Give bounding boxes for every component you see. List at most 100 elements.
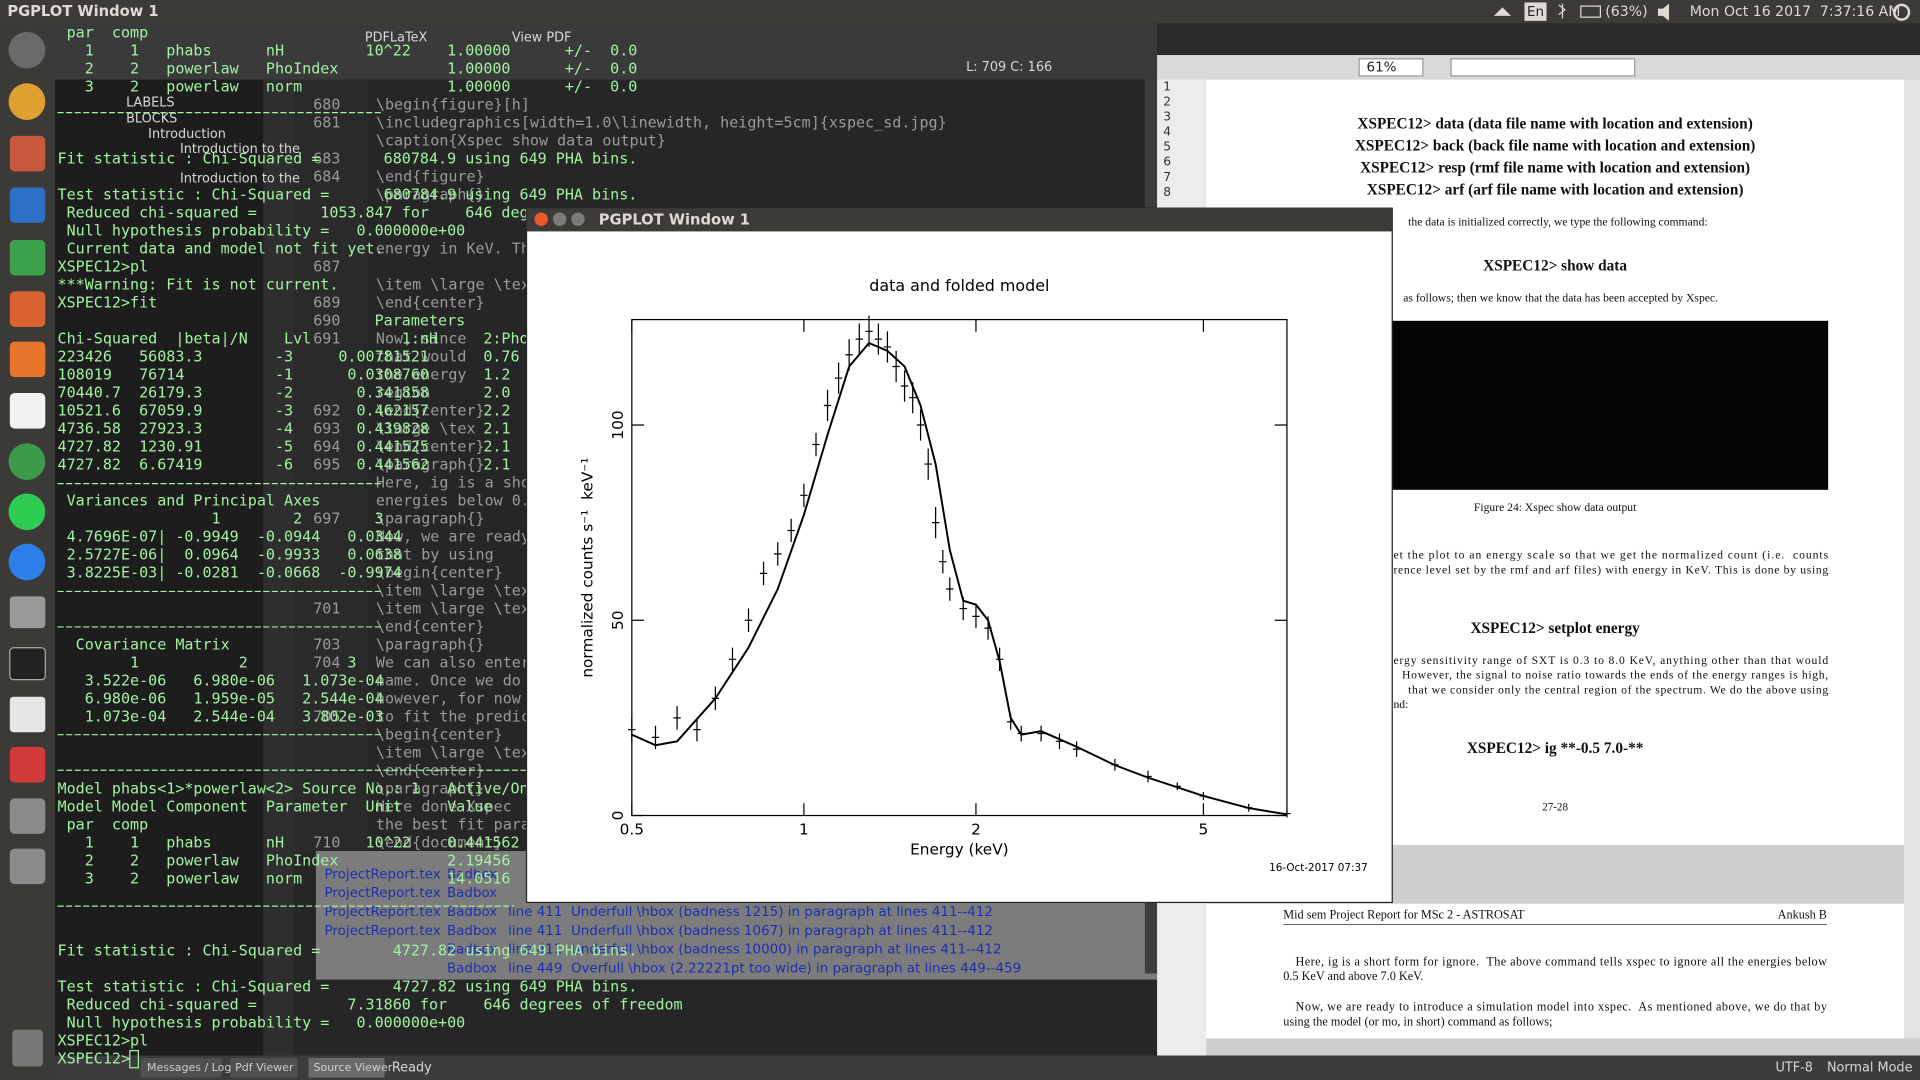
status-tab[interactable]: Messages / Log <box>147 1061 231 1074</box>
unknown-icon[interactable] <box>9 848 46 885</box>
structure-item[interactable]: Introduction <box>148 127 226 142</box>
data-point <box>728 647 737 672</box>
keyboard-box[interactable] <box>1524 2 1547 21</box>
source-line: \begin{figure}[h] <box>376 96 530 114</box>
texmaker-icon[interactable] <box>9 696 46 733</box>
message-type[interactable]: Badbox <box>447 924 497 939</box>
calc-icon[interactable] <box>9 240 46 276</box>
wifi-icon[interactable] <box>1493 7 1512 16</box>
writer-icon[interactable] <box>9 187 46 223</box>
message-file[interactable]: ProjectReport.tex <box>324 905 440 920</box>
top-bar: PGPLOT Window 1 En (63%) Mon Oct 16 2017… <box>0 0 1920 24</box>
source-line: \paragraph{} <box>376 510 485 528</box>
terminal-line: 3 2 powerlaw norm 1.00000 +/- 0.0 <box>58 78 638 96</box>
maximize-button[interactable] <box>571 212 585 226</box>
message-file[interactable]: ProjectReport.tex <box>324 886 440 901</box>
battery-icon[interactable] <box>1580 5 1602 18</box>
message-type[interactable]: Badbox <box>447 886 497 901</box>
window-title: PGPLOT Window 1 <box>599 211 750 228</box>
status-tab[interactable]: Pdf Viewer <box>235 1061 294 1074</box>
message-type[interactable]: Badbox <box>447 962 497 977</box>
line-number: 695 <box>313 456 340 474</box>
pdf-text: XSPEC12> ig **-0.5 7.0-** <box>1467 740 1644 757</box>
source-line: \item \large \tex <box>376 582 530 600</box>
apps-icon[interactable] <box>8 543 46 581</box>
data-point <box>759 561 768 586</box>
message-type[interactable]: Badbox <box>447 867 497 882</box>
atom-icon[interactable] <box>8 443 46 480</box>
battery-level[interactable]: (63%) <box>1605 4 1647 20</box>
structure-item[interactable]: LABELS <box>126 95 174 110</box>
pdf-text: Ankush B <box>1778 908 1827 922</box>
message-text[interactable]: line 411 Underfull \hbox (badness 1215) … <box>508 905 993 920</box>
toolbar-button[interactable]: View PDF <box>512 30 572 45</box>
editor-icon[interactable] <box>9 746 46 783</box>
bluetooth-icon[interactable] <box>1558 3 1566 19</box>
source-line: \paragraph{} <box>376 780 485 798</box>
message-type[interactable]: Badbox <box>447 905 497 920</box>
line-number: 690 <box>313 312 340 330</box>
volume-icon[interactable] <box>1657 3 1669 21</box>
toolbar-button[interactable]: PDFLaTeX <box>365 30 428 45</box>
source-line: the energy <box>376 366 467 384</box>
tab-active[interactable] <box>308 1057 385 1078</box>
tab[interactable] <box>140 1057 222 1078</box>
tab[interactable] <box>230 1057 298 1078</box>
source-line: \begin{center} <box>376 726 503 744</box>
source-line: to fit the predic <box>376 708 530 726</box>
source-line: \end{center} <box>376 402 485 420</box>
message-text[interactable]: line 449 Overfull \hbox (2.22221pt too w… <box>508 962 1021 977</box>
x-axis-label: Energy (keV) <box>910 840 1009 858</box>
zoom-box[interactable] <box>1358 58 1424 77</box>
settings-icon[interactable] <box>1893 3 1911 21</box>
line-number: 683 <box>313 150 340 168</box>
gutter-number: 3 <box>1163 110 1171 124</box>
message-file[interactable]: ProjectReport.tex <box>324 924 440 939</box>
browser-icon[interactable] <box>8 83 46 120</box>
line-number: 687 <box>313 258 340 276</box>
dash-icon[interactable] <box>8 31 46 69</box>
data-point <box>800 483 808 508</box>
message-type[interactable]: Badbox <box>447 943 497 958</box>
structure-item[interactable]: Introduction to the <box>180 142 300 157</box>
data-point <box>1072 741 1081 757</box>
terminal-line: 108019 76714 -1 0.0308760 1.2 <box>58 366 511 384</box>
terminal-line: Test statistic : Chi-Squared = 680784.9 … <box>58 186 638 204</box>
data-point <box>787 518 795 543</box>
clock[interactable]: Mon Oct 16 2017 7:37:16 AM <box>1690 4 1901 20</box>
whatsapp-icon[interactable] <box>8 493 46 531</box>
pdf-scrollbar[interactable] <box>1904 79 1920 1039</box>
amazon-icon[interactable] <box>9 393 46 429</box>
search-box[interactable] <box>1450 58 1636 77</box>
chart: data and folded model Energy (keV) normali… <box>578 276 1368 874</box>
terminal-icon[interactable] <box>9 647 46 681</box>
line-number: 680 <box>313 96 340 114</box>
structure-item[interactable]: Introduction to the <box>180 171 300 186</box>
minimize-button[interactable] <box>552 212 567 226</box>
gutter-number: 8 <box>1163 185 1171 199</box>
status-tab[interactable]: Source Viewer <box>313 1061 392 1074</box>
message-text[interactable]: line 411 Underfull \hbox (badness 1067) … <box>508 924 993 939</box>
terminal-line: Model Model Component Parameter Unit Val… <box>58 798 493 816</box>
software-icon[interactable] <box>9 341 46 378</box>
terminal-rules <box>57 112 527 907</box>
trash-icon[interactable] <box>12 1029 43 1067</box>
files-icon[interactable] <box>9 135 46 172</box>
drive-icon[interactable] <box>9 596 46 629</box>
terminal-layer: par comp 1 1 phabs nH 10^22 1.00000 +/- … <box>57 24 683 1069</box>
keyboard-layout[interactable]: En <box>1527 5 1544 20</box>
chart-title: data and folded model <box>869 276 1049 295</box>
impress-icon[interactable] <box>9 291 46 327</box>
message-text[interactable]: line 411 Underfull \hbox (badness 10000)… <box>508 943 1001 958</box>
terminal-line: 2 2 powerlaw PhoIndex 2.19456 <box>58 852 511 870</box>
source-line: energies below 0.5 <box>376 492 539 510</box>
structure-item[interactable]: BLOCKS <box>126 111 177 126</box>
source-line: the best fit para <box>376 816 530 834</box>
terminal-line: 223426 56083.3 -3 0.00781521 0.76 <box>58 348 520 366</box>
unknown-icon[interactable] <box>9 798 46 834</box>
close-button[interactable] <box>534 212 548 226</box>
terminal-line: par comp <box>58 816 149 834</box>
message-file[interactable]: ProjectReport.tex <box>324 867 440 882</box>
zoom-level[interactable]: 61% <box>1367 60 1397 75</box>
